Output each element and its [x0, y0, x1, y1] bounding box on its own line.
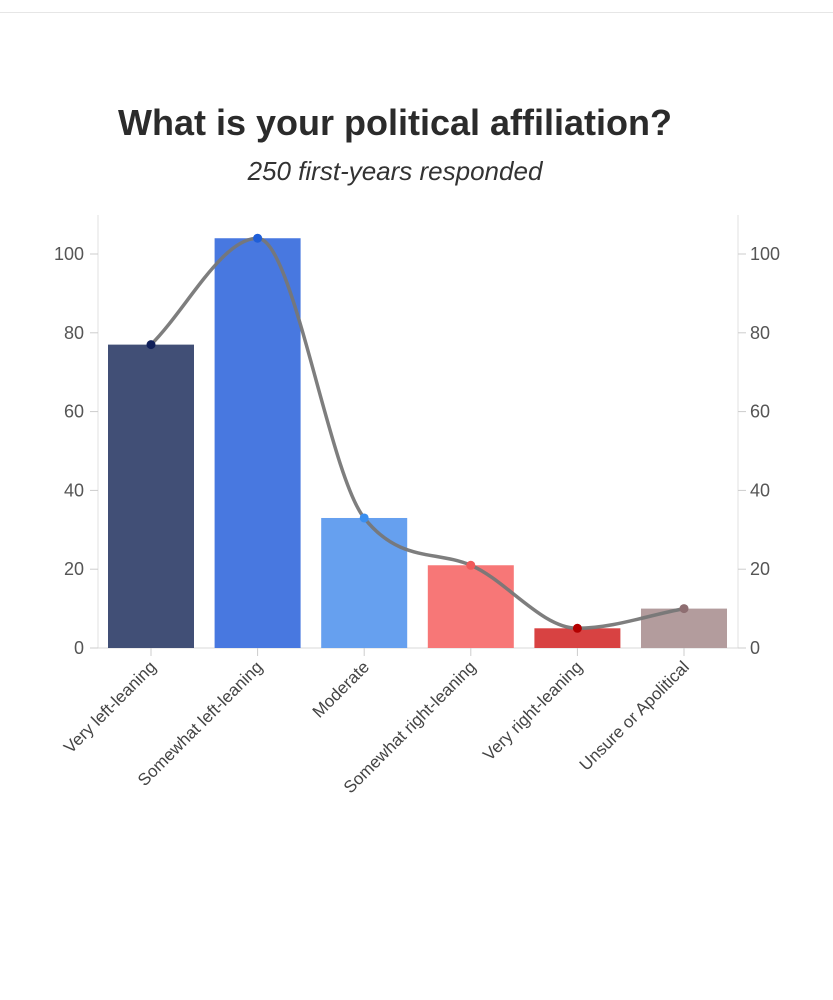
data-point	[146, 340, 156, 350]
data-point	[679, 604, 689, 614]
bar	[427, 565, 514, 648]
data-point	[359, 513, 369, 523]
chart-title: What is your political affiliation?	[117, 102, 673, 143]
bar	[108, 344, 194, 648]
y-tick-label-left: 100	[54, 244, 84, 264]
x-category-label: Very right-leaning	[479, 657, 586, 764]
y-tick-label-right: 20	[750, 559, 770, 579]
y-tick-label-left: 20	[64, 559, 84, 579]
y-tick-label-left: 80	[64, 323, 84, 343]
data-point	[572, 623, 582, 633]
x-category-label: Somewhat left-leaning	[134, 657, 266, 789]
top-divider	[0, 12, 833, 13]
y-tick-label-right: 40	[750, 480, 770, 500]
y-tick-label-right: 100	[750, 244, 780, 264]
x-category-label: Unsure or Apolitical	[576, 657, 693, 774]
data-point	[253, 233, 263, 243]
chart-subtitle: 250 first-years responded	[247, 156, 543, 186]
x-category-label: Moderate	[309, 657, 373, 721]
y-tick-label-right: 0	[750, 638, 760, 658]
bar	[534, 628, 621, 648]
bar	[214, 238, 301, 649]
y-tick-label-left: 0	[74, 638, 84, 658]
x-category-label: Very left-leaning	[60, 657, 160, 757]
y-tick-label-left: 40	[64, 480, 84, 500]
y-tick-label-left: 60	[64, 402, 84, 422]
data-point	[466, 560, 476, 570]
y-tick-label-right: 80	[750, 323, 770, 343]
bar	[321, 517, 408, 648]
y-tick-label-right: 60	[750, 402, 770, 422]
